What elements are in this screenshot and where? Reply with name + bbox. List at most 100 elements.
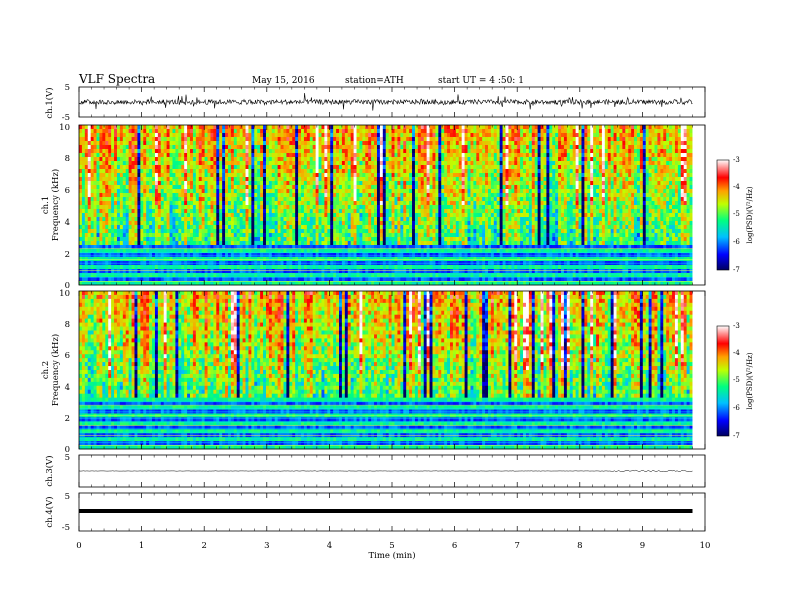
spec-cell: [184, 161, 188, 166]
spec-cell: [260, 269, 264, 274]
spec-cell: [400, 157, 404, 162]
spec-cell: [414, 273, 419, 278]
spec-cell: [201, 145, 205, 150]
spec-cell: [239, 169, 243, 174]
spec-cell: [303, 249, 308, 254]
spec-cell: [426, 169, 430, 174]
spec-cell: [213, 173, 217, 178]
spec-cell: [353, 233, 357, 238]
spec-cell: [201, 225, 205, 230]
spec-cell: [388, 181, 392, 186]
spec-cell: [280, 173, 284, 178]
spec-cell: [341, 221, 346, 226]
spec-cell: [312, 229, 316, 234]
spec-cell: [306, 281, 311, 286]
spec-cell: [362, 129, 366, 134]
spec-cell: [125, 277, 129, 282]
spec-cell: [371, 161, 375, 166]
spec-cell: [438, 189, 442, 194]
spec-cell: [295, 233, 299, 238]
spec-cell: [131, 217, 135, 222]
spec-cell: [368, 205, 372, 210]
spec-cell: [108, 161, 112, 166]
spec-cell: [81, 197, 86, 202]
spec-cell: [286, 273, 290, 278]
spec-cell: [152, 213, 156, 218]
spec-cell: [301, 157, 305, 162]
spec-cell: [242, 217, 246, 222]
spec-cell: [429, 213, 433, 218]
spec-cell: [283, 253, 287, 258]
spec-cell: [324, 125, 328, 130]
spec-cell: [116, 249, 121, 254]
spec-cell: [227, 169, 232, 174]
spec-cell: [312, 193, 316, 198]
spec-cell: [365, 153, 369, 158]
spec-cell: [333, 201, 337, 206]
spec-cell: [283, 173, 287, 178]
spec-cell: [190, 185, 194, 190]
spec-cell: [420, 189, 425, 194]
spec-cell: [260, 225, 264, 230]
spec-cell: [157, 149, 162, 154]
spec-cell: [172, 237, 176, 242]
spec-cell: [295, 177, 299, 182]
spec-cell: [93, 241, 97, 246]
spec-cell: [321, 249, 325, 254]
spec-cell: [268, 241, 273, 246]
spec-cell: [257, 225, 261, 230]
spec-cell: [271, 253, 276, 258]
spec-cell: [298, 273, 302, 278]
spec-cell: [204, 277, 208, 282]
spec-cell: [406, 173, 410, 178]
spec-cell: [268, 249, 273, 254]
spec-cell: [376, 145, 381, 150]
spec-cell: [268, 221, 273, 226]
spec-cell: [137, 233, 141, 238]
spec-cell: [87, 169, 91, 174]
spec-cell: [420, 181, 425, 186]
spec-cell: [432, 185, 436, 190]
spec-cell: [388, 269, 392, 274]
spec-cell: [400, 221, 404, 226]
spec-cell: [204, 205, 208, 210]
spec-cell: [271, 205, 276, 210]
spec-cell: [169, 169, 173, 174]
spec-cell: [122, 245, 127, 250]
spec-cell: [225, 245, 229, 250]
spec-cell: [99, 173, 103, 178]
spec-cell: [368, 141, 372, 146]
spec-cell: [277, 133, 281, 138]
spec-cell: [219, 153, 223, 158]
spec-cell: [353, 277, 357, 282]
spec-cell: [102, 149, 106, 154]
spec-cell: [382, 193, 387, 198]
spec-cell: [376, 177, 381, 182]
spec-cell: [268, 205, 273, 210]
spec-cell: [90, 145, 94, 150]
spec-cell: [376, 161, 381, 166]
spec-cell: [187, 245, 191, 250]
spec-cell: [362, 133, 366, 138]
spec-cell: [128, 253, 132, 258]
spec-cell: [213, 129, 217, 134]
spec-cell: [213, 149, 217, 154]
spec-cell: [374, 245, 378, 250]
spec-cell: [306, 185, 311, 190]
spec-cell: [277, 201, 281, 206]
spec-cell: [184, 141, 188, 146]
spec-cell: [324, 249, 328, 254]
spec-cell: [236, 173, 240, 178]
spec-cell: [312, 185, 316, 190]
spec-cell: [327, 193, 331, 198]
spec-cell: [420, 213, 425, 218]
spec-cell: [190, 153, 194, 158]
spec-cell: [143, 281, 147, 286]
spec-cell: [321, 161, 325, 166]
spec-cell: [412, 273, 416, 278]
spec-cell: [140, 237, 144, 242]
spec-cell: [412, 181, 416, 186]
spec-cell: [265, 225, 270, 230]
spec-cell: [227, 153, 232, 158]
spec-cell: [376, 229, 381, 234]
